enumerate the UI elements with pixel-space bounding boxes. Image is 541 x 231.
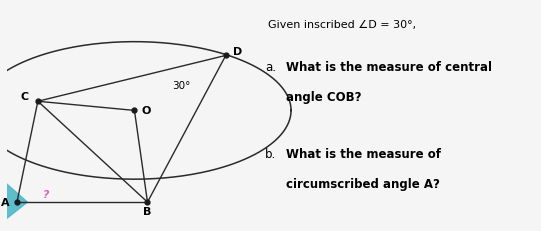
Text: D: D: [233, 47, 242, 57]
Text: ?: ?: [42, 189, 49, 199]
Text: B: B: [143, 206, 151, 216]
Text: b.: b.: [265, 147, 276, 160]
Text: a.: a.: [265, 61, 276, 74]
Text: C: C: [21, 91, 29, 101]
Text: A: A: [1, 197, 10, 207]
Text: Given inscribed ∠D = 30°,: Given inscribed ∠D = 30°,: [268, 20, 415, 30]
Text: circumscribed angle A?: circumscribed angle A?: [286, 177, 440, 190]
Text: O: O: [141, 106, 150, 116]
Text: angle COB?: angle COB?: [286, 90, 361, 103]
Text: 30°: 30°: [172, 81, 190, 91]
Text: What is the measure of central: What is the measure of central: [286, 61, 492, 74]
Polygon shape: [1, 179, 28, 223]
Text: What is the measure of: What is the measure of: [286, 147, 441, 160]
